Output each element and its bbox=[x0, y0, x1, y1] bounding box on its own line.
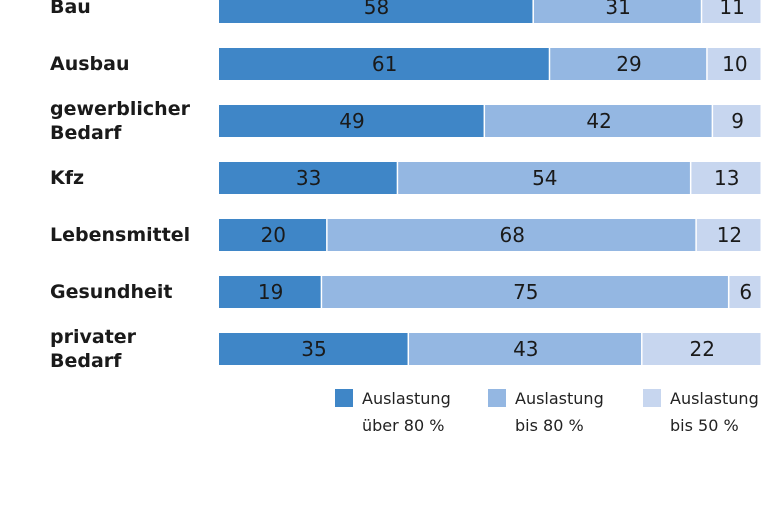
data-label: 29 bbox=[616, 52, 641, 76]
data-label: 33 bbox=[296, 166, 321, 190]
bar-segment bbox=[707, 48, 761, 80]
bar-segment bbox=[219, 0, 533, 23]
data-label: 49 bbox=[339, 109, 364, 133]
data-label: 13 bbox=[714, 166, 739, 190]
category-label: privater Bedarf bbox=[50, 326, 137, 372]
bar-segment bbox=[729, 276, 761, 308]
data-label: 75 bbox=[513, 280, 538, 304]
data-label: 58 bbox=[364, 0, 389, 19]
legend-swatch bbox=[643, 389, 661, 407]
category-label: gewerblicher Bedarf bbox=[50, 98, 191, 144]
legend-label: Auslastung bis 80 % bbox=[515, 389, 604, 435]
data-label: 20 bbox=[261, 223, 286, 247]
bar-segment bbox=[219, 333, 408, 365]
bar-segment bbox=[702, 0, 761, 23]
bar-segment bbox=[409, 333, 642, 365]
data-label: 11 bbox=[719, 0, 744, 19]
bar-segment bbox=[327, 219, 696, 251]
bar-segment bbox=[398, 162, 690, 194]
data-label: 54 bbox=[532, 166, 557, 190]
bar-segment bbox=[696, 219, 761, 251]
legend-label: Auslastung über 80 % bbox=[362, 389, 451, 435]
bar-segment bbox=[219, 162, 397, 194]
data-label: 61 bbox=[372, 52, 397, 76]
bar-segment bbox=[322, 276, 728, 308]
legend: Auslastung über 80 % Auslastung bis 80 % Aus… bbox=[335, 389, 759, 435]
bar-segment bbox=[691, 162, 761, 194]
data-label: 10 bbox=[722, 52, 747, 76]
data-label: 42 bbox=[586, 109, 611, 133]
data-label: 19 bbox=[258, 280, 283, 304]
legend-swatch bbox=[488, 389, 506, 407]
data-label: 6 bbox=[739, 280, 752, 304]
data-label: 43 bbox=[513, 337, 538, 361]
category-label: Ausbau bbox=[50, 53, 130, 75]
bar-segment bbox=[219, 276, 321, 308]
bar-segment bbox=[713, 105, 761, 137]
bar-segment bbox=[219, 48, 549, 80]
bar-segment bbox=[642, 333, 761, 365]
legend-swatch bbox=[335, 389, 353, 407]
category-label: Lebensmittel bbox=[50, 224, 190, 246]
data-label: 68 bbox=[499, 223, 524, 247]
bar-segment bbox=[533, 0, 701, 23]
category-label: Kfz bbox=[50, 167, 84, 189]
data-label: 22 bbox=[690, 337, 715, 361]
data-label: 31 bbox=[605, 0, 630, 19]
category-label: Bau bbox=[50, 0, 91, 18]
data-label: 12 bbox=[717, 223, 742, 247]
data-label: 9 bbox=[731, 109, 744, 133]
data-label: 35 bbox=[301, 337, 326, 361]
bar-segment bbox=[550, 48, 707, 80]
category-labels: Bau Ausbau gewerblicher Bedarf Kfz Lebensmitt… bbox=[50, 0, 191, 372]
bar-segment bbox=[219, 219, 327, 251]
bar-segment bbox=[219, 105, 484, 137]
bar-segment bbox=[485, 105, 712, 137]
legend-label: Auslastung bis 50 % bbox=[670, 389, 759, 435]
bars-group: 58 31 11 61 29 10 49 42 9 33 54 13 20 68 12 19 75 6 35 43 22 bbox=[219, 0, 761, 365]
category-label: Gesundheit bbox=[50, 281, 172, 303]
